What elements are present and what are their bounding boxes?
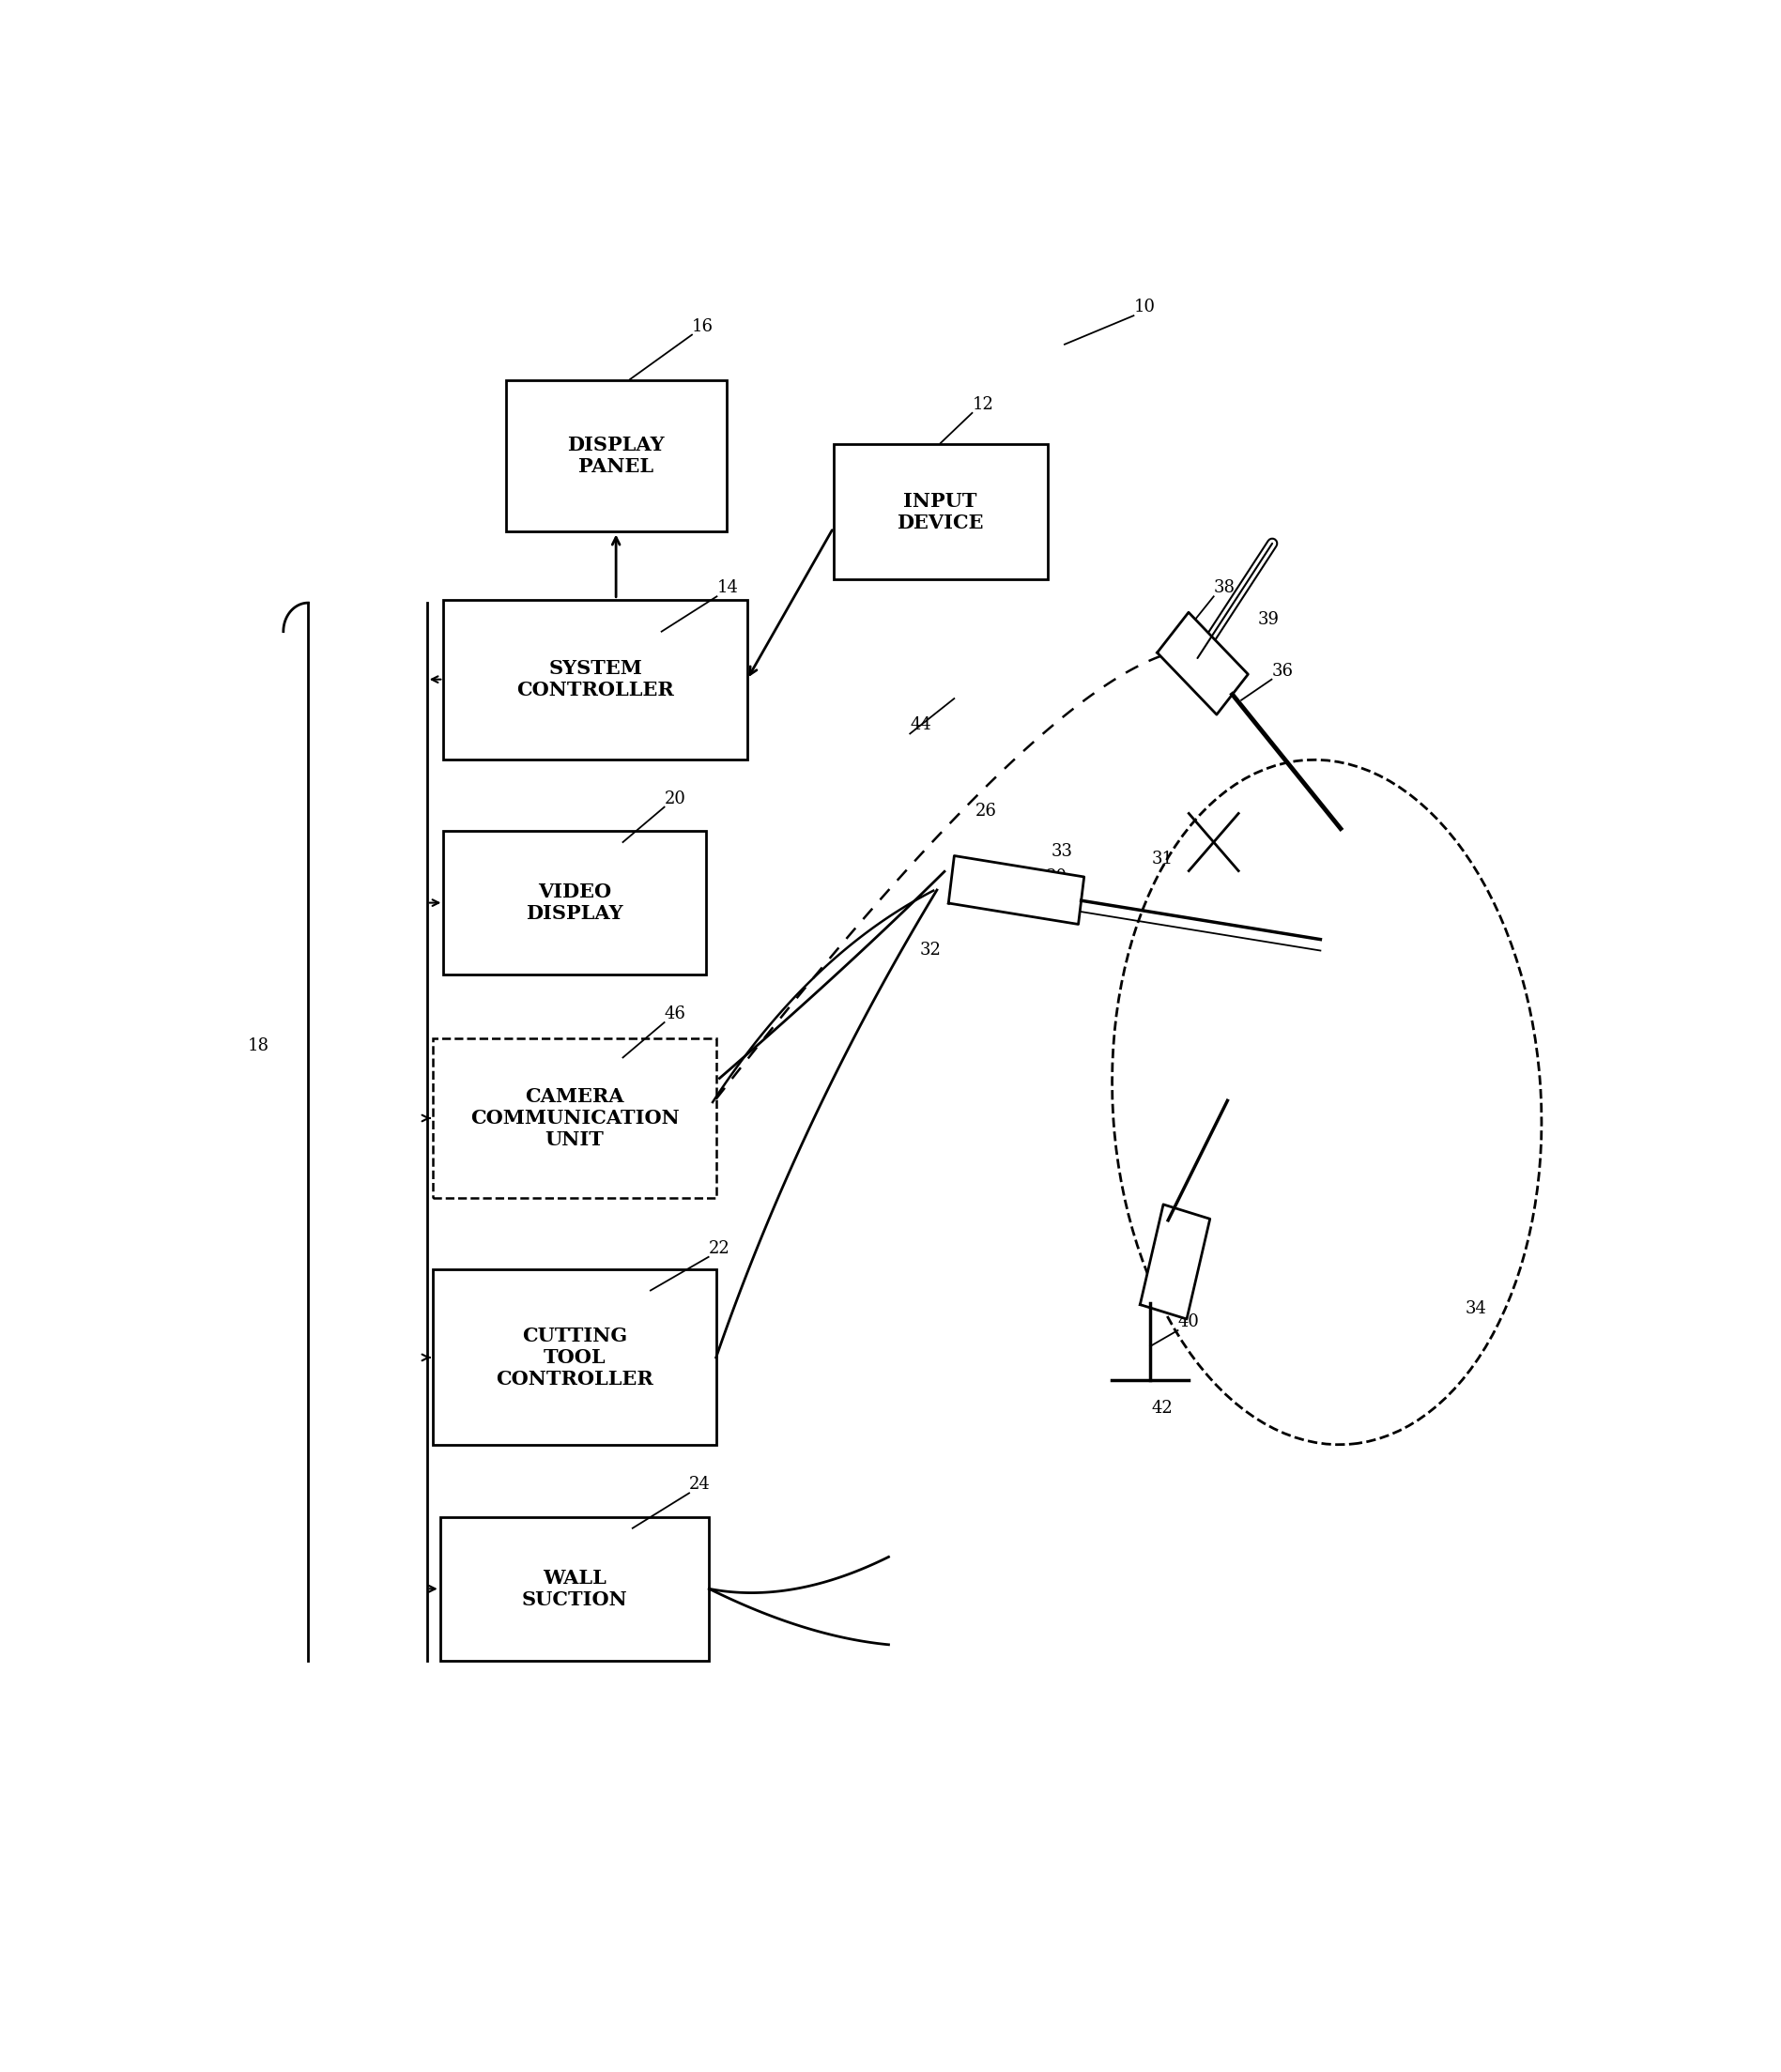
Bar (433, 1038, 716, 1198)
Bar (443, 599, 748, 758)
Text: 34: 34 (1464, 1301, 1487, 1318)
Text: VIDEO
DISPLAY: VIDEO DISPLAY (525, 883, 623, 922)
Text: 30: 30 (1045, 868, 1067, 885)
Text: 32: 32 (919, 941, 940, 959)
Polygon shape (949, 856, 1085, 924)
Text: INPUT
DEVICE: INPUT DEVICE (898, 491, 983, 533)
Text: 46: 46 (664, 1005, 686, 1021)
Polygon shape (1140, 1204, 1209, 1320)
Text: 42: 42 (1152, 1399, 1174, 1417)
Text: 31: 31 (1152, 852, 1174, 868)
Text: 33: 33 (1051, 843, 1072, 860)
Text: WALL
SUCTION: WALL SUCTION (522, 1569, 627, 1610)
Text: 16: 16 (691, 317, 714, 336)
Bar (440, 1517, 709, 1660)
Text: 20: 20 (664, 789, 686, 806)
Text: 10: 10 (1134, 298, 1156, 315)
Text: 26: 26 (974, 804, 996, 821)
Bar (834, 443, 1047, 580)
Text: 22: 22 (709, 1239, 730, 1258)
Bar (443, 831, 705, 974)
Bar (506, 381, 727, 533)
Bar (433, 1270, 716, 1446)
Text: 14: 14 (716, 580, 739, 597)
Text: 38: 38 (1213, 580, 1236, 597)
Text: DISPLAY
PANEL: DISPLAY PANEL (568, 435, 664, 477)
Text: 24: 24 (689, 1475, 711, 1494)
Text: 12: 12 (972, 396, 994, 412)
Text: 40: 40 (1177, 1314, 1199, 1330)
Text: SYSTEM
CONTROLLER: SYSTEM CONTROLLER (516, 659, 673, 700)
Text: CAMERA
COMMUNICATION
UNIT: CAMERA COMMUNICATION UNIT (470, 1088, 679, 1150)
Polygon shape (1158, 613, 1248, 715)
Text: 18: 18 (248, 1038, 269, 1055)
Text: 44: 44 (910, 717, 931, 733)
Text: 39: 39 (1257, 611, 1279, 628)
Text: 36: 36 (1272, 663, 1293, 680)
Text: CUTTING
TOOL
CONTROLLER: CUTTING TOOL CONTROLLER (495, 1326, 654, 1388)
